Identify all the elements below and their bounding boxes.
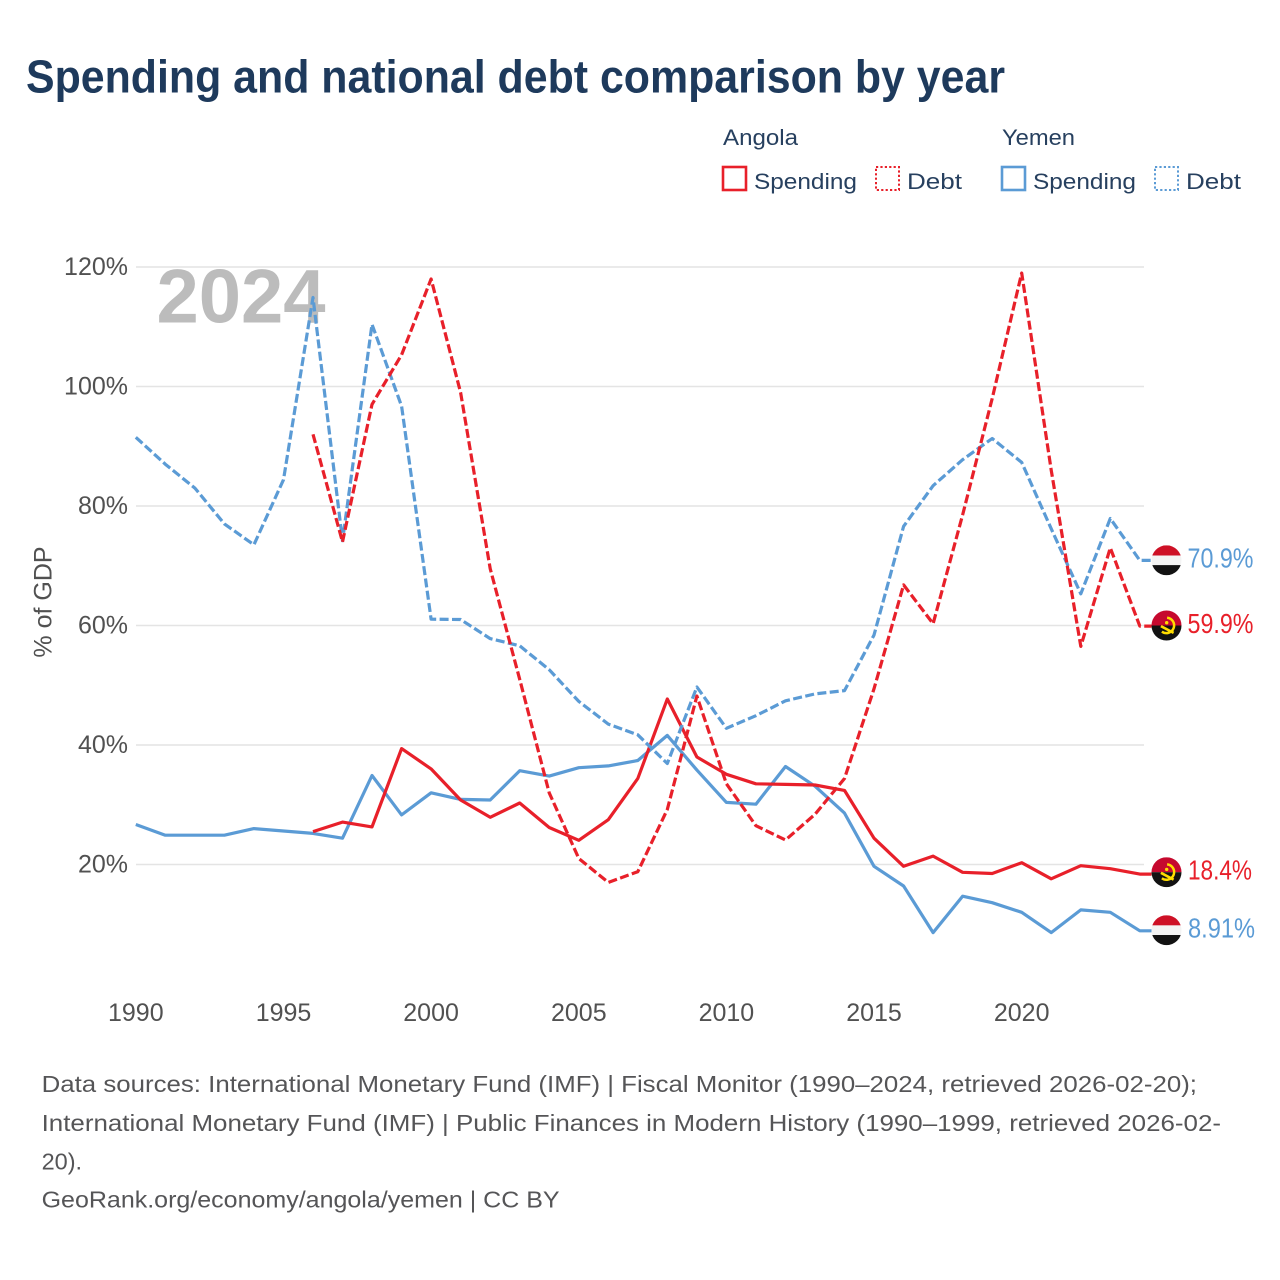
svg-text:Spending and national debt com: Spending and national debt comparison by…	[26, 50, 1005, 102]
svg-text:2000: 2000	[403, 999, 459, 1027]
svg-text:Debt: Debt	[907, 169, 962, 194]
svg-text:70.9%: 70.9%	[1188, 542, 1254, 573]
svg-text:60%: 60%	[78, 612, 128, 640]
svg-text:2020: 2020	[994, 999, 1050, 1027]
svg-text:1990: 1990	[108, 999, 164, 1027]
svg-text:18.4%: 18.4%	[1188, 855, 1252, 886]
svg-text:80%: 80%	[78, 492, 128, 520]
svg-text:2015: 2015	[846, 999, 902, 1027]
svg-text:Spending: Spending	[1033, 169, 1136, 194]
svg-text:2024: 2024	[157, 255, 326, 340]
svg-text:2005: 2005	[551, 999, 607, 1027]
svg-text:Yemen: Yemen	[1002, 125, 1075, 150]
svg-text:Debt: Debt	[1186, 169, 1241, 194]
svg-text:% of GDP: % of GDP	[30, 546, 58, 657]
svg-text:Angola: Angola	[723, 125, 799, 150]
svg-text:40%: 40%	[78, 731, 128, 759]
svg-text:20).: 20).	[42, 1148, 83, 1174]
svg-text:20%: 20%	[78, 851, 128, 879]
svg-text:59.9%: 59.9%	[1188, 608, 1254, 639]
svg-text:1995: 1995	[256, 999, 312, 1027]
svg-text:120%: 120%	[64, 253, 128, 281]
svg-text:8.91%: 8.91%	[1188, 913, 1255, 944]
svg-text:100%: 100%	[64, 373, 128, 401]
svg-text:Data sources: International Mo: Data sources: International Monetary Fun…	[42, 1071, 1197, 1097]
svg-text:International Monetary Fund (I: International Monetary Fund (IMF) | Publ…	[42, 1110, 1221, 1136]
svg-text:GeoRank.org/economy/angola/yem: GeoRank.org/economy/angola/yemen | CC BY	[42, 1187, 560, 1213]
svg-text:2010: 2010	[699, 999, 755, 1027]
svg-text:Spending: Spending	[754, 169, 857, 194]
